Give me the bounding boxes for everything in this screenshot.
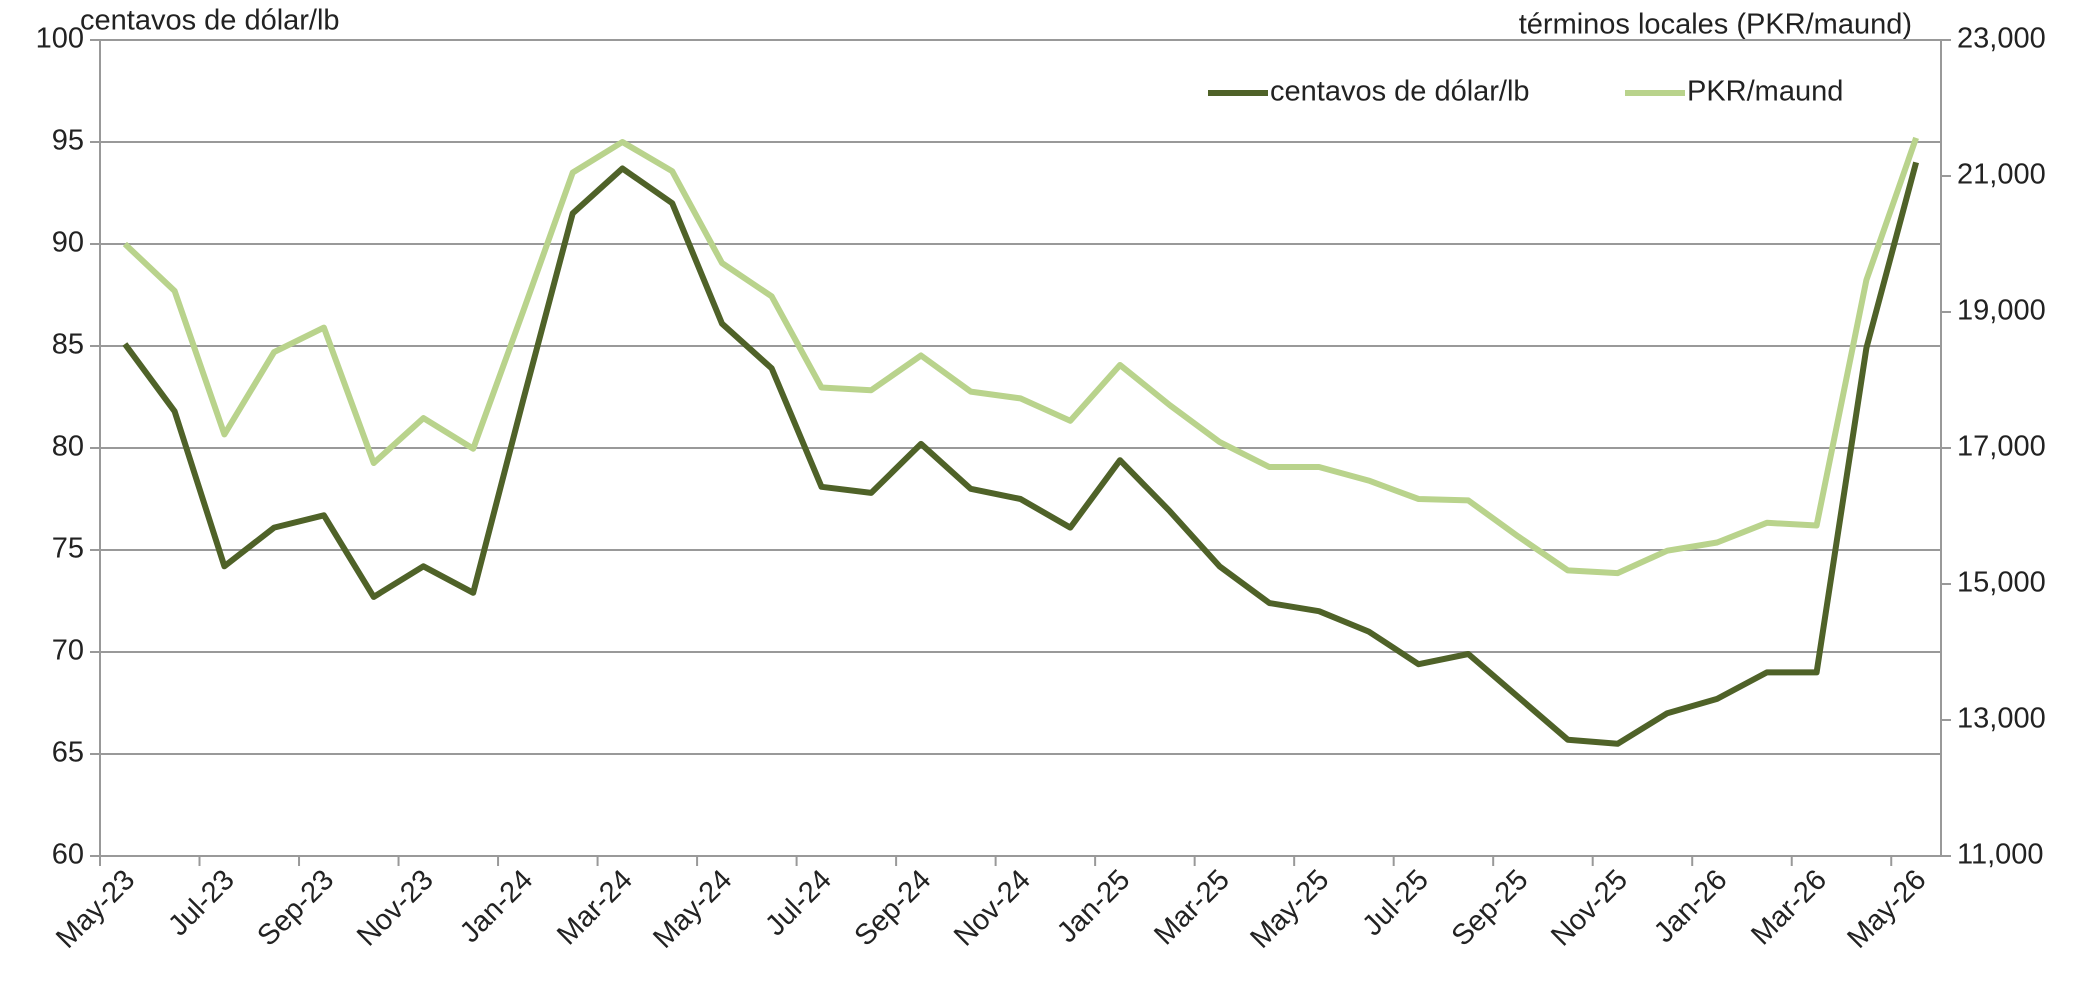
y-tick-label: 95 bbox=[52, 125, 84, 157]
series-line bbox=[122, 161, 1919, 747]
x-tick-label: Mar-24 bbox=[551, 864, 639, 952]
x-tick-label: Sep-25 bbox=[1446, 864, 1535, 953]
y-axis-title: centavos de dólar/lb bbox=[80, 5, 340, 37]
y-tick-label: 90 bbox=[52, 227, 84, 259]
y2-tick-label: 13,000 bbox=[1957, 703, 2046, 735]
series-line bbox=[122, 136, 1919, 577]
x-tick-label: May-26 bbox=[1841, 864, 1932, 955]
x-tick-label: Jul-25 bbox=[1356, 864, 1434, 942]
y2-axis-title: términos locales (PKR/maund) bbox=[1519, 9, 1912, 41]
x-tick-label: Sep-24 bbox=[849, 864, 938, 953]
x-tick-label: Jul-24 bbox=[759, 864, 837, 942]
y2-tick-label: 23,000 bbox=[1957, 23, 2046, 55]
x-tick-label: Jan-26 bbox=[1648, 864, 1733, 949]
y-tick-label: 60 bbox=[52, 839, 84, 871]
x-tick-label: Jul-23 bbox=[162, 864, 240, 942]
x-tick-label: May-23 bbox=[50, 864, 141, 955]
y2-tick-label: 11,000 bbox=[1957, 839, 2044, 871]
x-tick-label: Mar-25 bbox=[1148, 864, 1236, 952]
x-tick-label: Sep-23 bbox=[252, 864, 341, 953]
legend-label: centavos de dólar/lb bbox=[1270, 76, 1530, 108]
y-tick-label: 100 bbox=[36, 23, 84, 55]
legend-label: PKR/maund bbox=[1687, 76, 1843, 108]
x-tick-label: Mar-26 bbox=[1745, 864, 1833, 952]
x-tick-label: Jan-24 bbox=[454, 864, 539, 949]
x-tick-label: Nov-25 bbox=[1545, 864, 1634, 953]
y2-tick-label: 17,000 bbox=[1957, 431, 2046, 463]
y-tick-label: 75 bbox=[52, 533, 84, 565]
x-tick-label: Nov-23 bbox=[351, 864, 440, 953]
y-tick-label: 65 bbox=[52, 737, 84, 769]
y2-tick-label: 15,000 bbox=[1957, 567, 2046, 599]
x-tick-label: Nov-24 bbox=[948, 864, 1037, 953]
y2-tick-label: 19,000 bbox=[1957, 295, 2046, 327]
x-tick-label: Jan-25 bbox=[1051, 864, 1136, 949]
x-tick-label: May-25 bbox=[1244, 864, 1335, 955]
y-tick-label: 70 bbox=[52, 635, 84, 667]
x-tick-label: May-24 bbox=[647, 864, 738, 955]
y-tick-label: 85 bbox=[52, 329, 84, 361]
y-tick-label: 80 bbox=[52, 431, 84, 463]
y2-tick-label: 21,000 bbox=[1957, 159, 2046, 191]
